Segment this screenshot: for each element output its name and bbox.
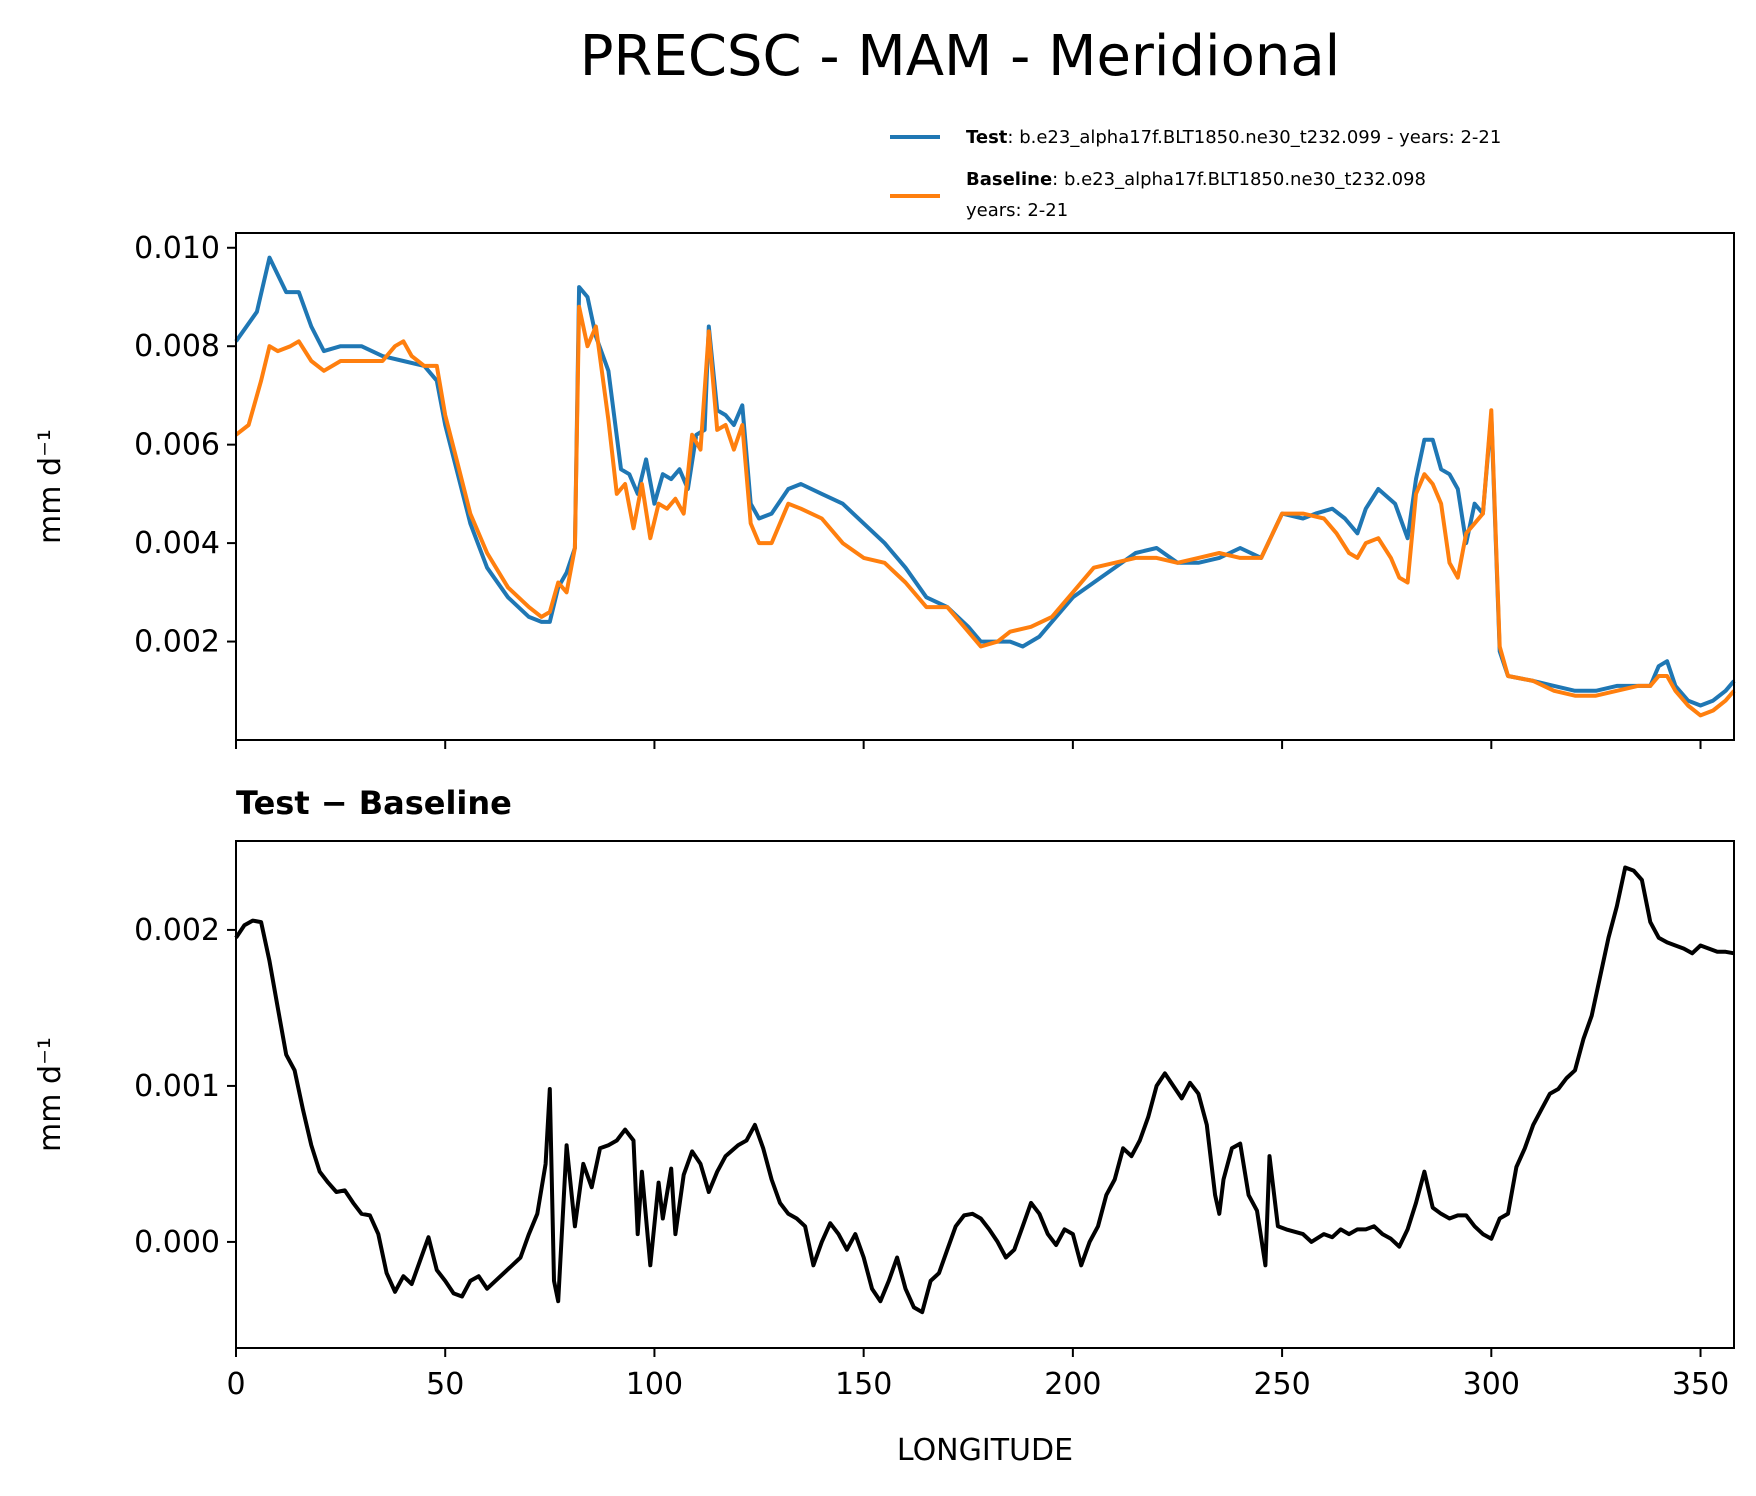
top-y-axis-label: mm d⁻¹	[33, 429, 68, 544]
bottom-y-tick-label: 0.000	[134, 1225, 220, 1260]
top-y-tick-label: 0.008	[134, 329, 220, 364]
bottom-y-tick-label: 0.002	[134, 913, 220, 948]
bottom-x-tick-label: 200	[1044, 1367, 1101, 1402]
bottom-x-tick-label: 150	[835, 1367, 892, 1402]
legend-baseline-text: : b.e23_alpha17f.BLT1850.ne30_t232.098	[1052, 169, 1426, 190]
top-series-line-baseline	[234, 304, 1736, 718]
top-y-tick-label: 0.010	[134, 231, 220, 266]
x-axis-label: LONGITUDE	[897, 1433, 1073, 1468]
chart-title: PRECSC - MAM - Meridional	[580, 24, 1340, 89]
legend-entry-baseline: Baseline: b.e23_alpha17f.BLT1850.ne30_t2…	[966, 169, 1426, 190]
bottom-panel-title: Test − Baseline	[236, 784, 512, 822]
top-y-tick-label: 0.002	[134, 625, 220, 660]
bottom-y-tick-label: 0.001	[134, 1069, 220, 1104]
bottom-x-tick-label: 300	[1463, 1367, 1520, 1402]
top-y-tick-label: 0.006	[134, 428, 220, 463]
bottom-plot-frame	[235, 840, 1735, 1349]
top-plot-frame	[235, 232, 1735, 741]
legend-test-text: : b.e23_alpha17f.BLT1850.ne30_t232.099 -…	[1007, 127, 1501, 148]
bottom-y-axis-label: mm d⁻¹	[33, 1037, 68, 1152]
bottom-panel: 0.000 0.001 0.002 0 50 100 150 200 250 300 350 mm d…	[33, 840, 1735, 1402]
bottom-x-tick-label: 0	[226, 1367, 245, 1402]
bottom-series-line-test-baseline	[234, 865, 1735, 1315]
legend: Test: b.e23_alpha17f.BLT1850.ne30_t232.0…	[890, 127, 1501, 221]
bottom-x-tick-label: 350	[1672, 1367, 1729, 1402]
top-panel: 0.002 0.004 0.006 0.008 0.010 mm d⁻¹	[33, 231, 1736, 749]
bottom-x-tick-label: 50	[426, 1367, 464, 1402]
top-y-tick-label: 0.004	[134, 526, 220, 561]
legend-baseline-text-line2: years: 2-21	[966, 200, 1068, 221]
bottom-x-tick-label: 100	[626, 1367, 683, 1402]
bottom-x-tick-label: 250	[1253, 1367, 1310, 1402]
legend-baseline-label: Baseline	[966, 169, 1052, 190]
legend-test-label: Test	[966, 127, 1008, 148]
legend-entry-test: Test: b.e23_alpha17f.BLT1850.ne30_t232.0…	[966, 127, 1501, 148]
